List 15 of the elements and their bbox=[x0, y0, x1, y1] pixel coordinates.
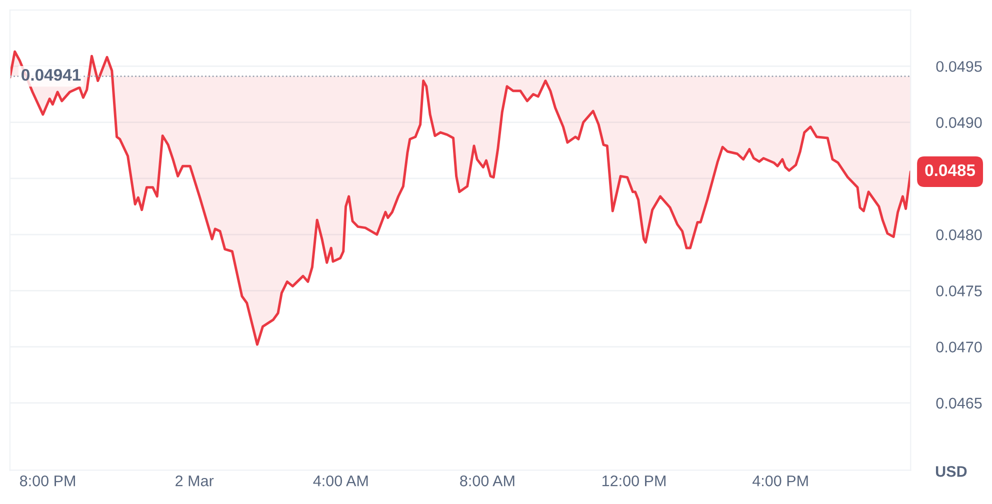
y-axis-title: USD bbox=[936, 466, 967, 477]
y-tick-label: 0.0475 bbox=[936, 286, 982, 296]
annotation: 0.0485 bbox=[925, 164, 976, 176]
x-tick-label: 4:00 AM bbox=[313, 475, 368, 486]
x-tick-label: 8:00 PM bbox=[20, 475, 75, 486]
x-tick-label: 4:00 PM bbox=[752, 475, 808, 486]
x-tick-label: 2 Mar bbox=[176, 475, 214, 486]
y-tick-label: 0.0470 bbox=[936, 342, 982, 352]
y-tick-label: 0.0495 bbox=[936, 61, 982, 72]
y-tick-label: 0.0490 bbox=[936, 117, 982, 128]
ref-line-label: 0.04941 bbox=[22, 68, 81, 81]
y-tick-label: 0.0480 bbox=[936, 229, 982, 240]
x-tick-label: 12:00 PM bbox=[602, 475, 666, 486]
y-tick-label: 0.0465 bbox=[936, 398, 982, 409]
x-tick-label: 8:00 AM bbox=[460, 475, 514, 486]
